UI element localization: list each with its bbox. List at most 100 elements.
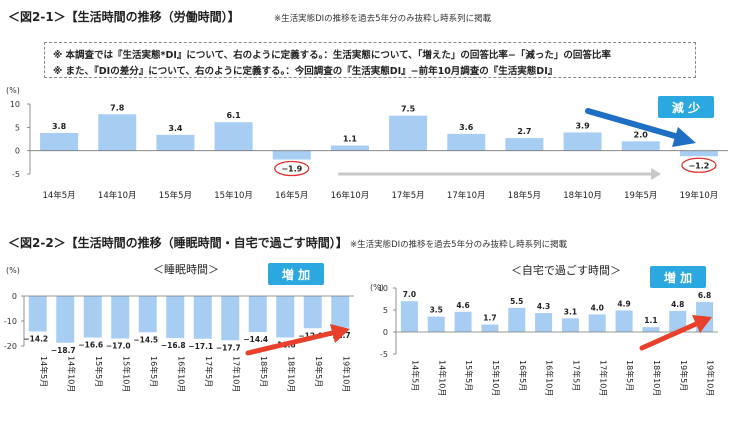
sleep-category-label: 15年5月 (94, 356, 104, 387)
sleep-data-label: −16.8 (161, 341, 186, 350)
home-bar (615, 310, 633, 332)
fig1-y-tick-label: 10 (10, 100, 20, 109)
fig1-data-label: 7.8 (110, 103, 125, 112)
home-bar (642, 327, 660, 332)
sleep-data-label: −17.1 (188, 342, 213, 351)
fig1-bar (389, 115, 428, 151)
fig1-data-label: 2.0 (634, 130, 649, 139)
home-increase-badge-label: 増 加 (664, 270, 692, 285)
sleep-y-tick-label: -10 (4, 317, 17, 326)
sleep-bar (331, 296, 350, 328)
fig1-data-label: 6.1 (226, 111, 241, 120)
sleep-y-tick-label: -20 (4, 342, 17, 351)
home-category-label: 18年5月 (625, 360, 635, 391)
fig1-bar (272, 150, 311, 160)
sleep-category-label: 17年10月 (231, 356, 241, 392)
fig1-category-label: 17年5月 (391, 190, 424, 201)
sleep-bar (28, 296, 47, 332)
home-bar (400, 301, 418, 332)
fig1-bar (621, 141, 660, 151)
fig1-bar (563, 132, 602, 151)
fig1-y-unit: (%) (6, 86, 20, 95)
fig1-category-label: 15年10月 (214, 190, 253, 201)
home-category-label: 14年5月 (410, 360, 420, 391)
sleep-category-label: 16年5月 (149, 356, 159, 387)
figure2-title: ＜図2-2＞【生活時間の推移（睡眠時間・自宅で過ごす時間）】 (8, 236, 348, 250)
fig1-bar (505, 138, 544, 151)
home-bar (481, 324, 499, 332)
figure1-note: ※生活実態DIの推移を過去5年分のみ抜粋し時系列に掲載 (274, 14, 492, 24)
home-category-label: 14年10月 (437, 360, 447, 396)
home-bar (561, 318, 579, 332)
home-y-unit: (%) (370, 283, 384, 292)
decrease-badge-label: 減 少 (672, 100, 700, 115)
sleep-y-tick-label: 0 (12, 292, 17, 301)
definition-line-2: ※ また、『DIの差分』について、右のように定義する。：今回調査の『生活実態DI… (53, 66, 558, 77)
sleep-data-label: −16.6 (78, 341, 103, 350)
fig1-data-label: 1.1 (343, 135, 358, 144)
fig1-category-label: 18年10月 (563, 190, 602, 201)
figure1-title: ＜図2-1＞【生活時間の推移（労働時間）】 (8, 10, 240, 24)
sleep-y-unit: (%) (6, 266, 20, 275)
home-category-label: 19年5月 (679, 360, 689, 391)
home-category-label: 15年10月 (491, 360, 501, 396)
fig1-y-tick-label: 5 (15, 123, 20, 132)
fig1-category-label: 14年5月 (42, 190, 75, 201)
sleep-category-label: 19年5月 (314, 356, 324, 387)
highlight-circle (681, 157, 717, 173)
home-bar (535, 313, 553, 332)
sleep-category-label: 18年5月 (259, 356, 269, 387)
fig1-data-label: 3.8 (52, 122, 67, 131)
definition-box: ※ 本調査では『生活実態*DI』について、右のように定義する。：生活実態について… (44, 42, 696, 78)
fig1-bar (156, 134, 195, 151)
definition-line-1: ※ 本調査では『生活実態*DI』について、右のように定義する。：生活実態について… (53, 50, 611, 61)
sleep-data-label: −17.7 (216, 343, 241, 352)
sleep-category-label: 16年10月 (176, 356, 186, 392)
home-category-label: 16年10月 (545, 360, 555, 396)
home-data-label: 3.1 (564, 307, 577, 316)
fig1-bar (214, 122, 253, 151)
sleep-category-label: 17年5月 (204, 356, 214, 387)
sleep-chart-title: ＜睡眠時間＞ (153, 263, 219, 276)
sleep-bar (248, 296, 267, 332)
fig1-category-label: 19年10月 (680, 190, 719, 201)
home-y-tick-label: 10 (378, 284, 388, 293)
home-data-label: 4.3 (537, 302, 550, 311)
fig1-data-label: 3.6 (459, 123, 474, 132)
home-y-tick-label: -5 (380, 350, 388, 359)
home-data-label: 4.0 (591, 303, 604, 312)
fig1-y-tick-label: -5 (12, 170, 20, 179)
sleep-bar (111, 296, 130, 339)
home-category-label: 16年5月 (518, 360, 528, 391)
sleep-data-label: −17.0 (106, 342, 131, 351)
highlight-circle (274, 160, 310, 177)
sleep-category-label: 14年5月 (39, 356, 49, 387)
fig1-y-tick-label: 0 (15, 147, 20, 156)
sleep-category-label: 14年10月 (66, 356, 76, 392)
decrease-arrow (585, 108, 685, 141)
sleep-increase-arrow (245, 330, 335, 356)
decrease-arrow-head (672, 127, 696, 147)
home-data-label: 1.7 (483, 314, 496, 323)
sleep-category-label: 18年10月 (286, 356, 296, 392)
sleep-increase-badge (268, 263, 324, 285)
home-y-tick-label: 0 (383, 328, 388, 337)
fig1-bar (447, 133, 486, 151)
fig1-bar (330, 145, 369, 151)
home-data-label: 4.6 (456, 301, 469, 310)
fig1-category-label: 17年10月 (447, 190, 486, 201)
fig1-bar (679, 150, 718, 157)
sleep-bar (138, 296, 157, 333)
home-category-label: 19年10月 (706, 360, 716, 396)
home-increase-arrow-head (692, 315, 712, 333)
fig1-category-label: 16年10月 (331, 190, 370, 201)
trend-arrow-gray-head (651, 168, 662, 180)
fig1-data-label: −1.2 (688, 161, 709, 170)
home-data-label: 5.5 (510, 297, 523, 306)
home-data-label: 3.5 (430, 306, 443, 315)
home-category-label: 17年10月 (598, 360, 608, 396)
sleep-bar (83, 296, 102, 338)
fig1-category-label: 18年5月 (508, 190, 541, 201)
sleep-bar (56, 296, 75, 343)
fig1-data-label: 7.5 (401, 105, 416, 114)
